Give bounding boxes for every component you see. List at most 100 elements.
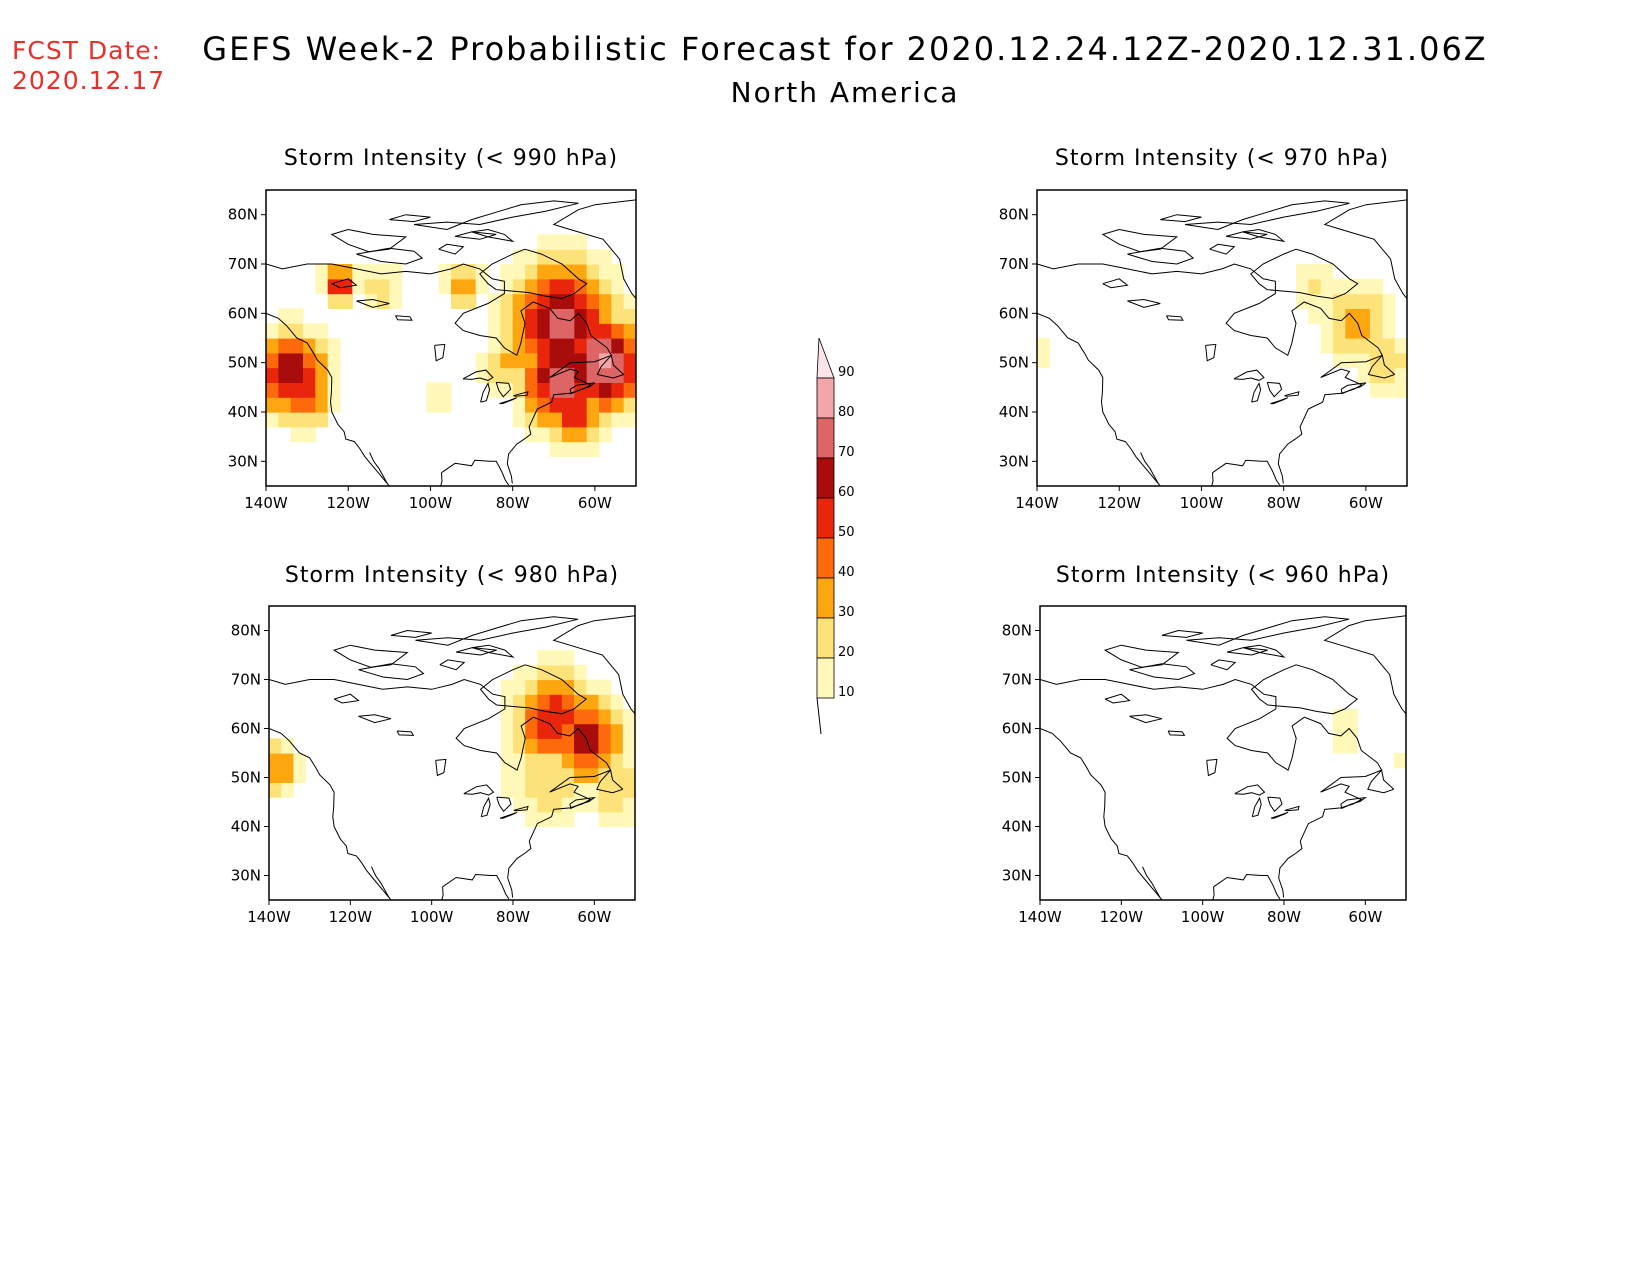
probability-cell bbox=[537, 367, 551, 383]
probability-cell bbox=[623, 382, 636, 398]
probability-cell bbox=[500, 338, 514, 354]
coastline bbox=[1270, 811, 1289, 819]
probability-cell bbox=[549, 293, 563, 309]
probability-cell bbox=[1332, 723, 1346, 739]
probability-cell bbox=[1320, 293, 1334, 309]
probability-cell bbox=[586, 441, 600, 457]
colorbar-label: 20 bbox=[838, 645, 855, 660]
probability-cell bbox=[1393, 753, 1406, 769]
coastline bbox=[441, 886, 444, 900]
probability-cell bbox=[513, 723, 526, 739]
probability-cell bbox=[610, 797, 624, 813]
probability-cell bbox=[549, 753, 563, 769]
probability-cell bbox=[610, 811, 624, 828]
probability-cell bbox=[525, 412, 538, 428]
probability-cell bbox=[537, 811, 551, 828]
lat-label: 30N bbox=[1002, 867, 1032, 885]
colorbar-segment bbox=[816, 657, 835, 699]
probability-cell bbox=[500, 708, 514, 725]
probability-cell bbox=[278, 412, 292, 428]
coastline bbox=[552, 615, 635, 715]
forecast-date-block: FCST Date: 2020.12.17 bbox=[12, 36, 165, 96]
probability-cell bbox=[549, 352, 563, 369]
probability-cell bbox=[1357, 323, 1371, 339]
lat-label: 40N bbox=[231, 818, 261, 836]
probability-cell bbox=[281, 753, 294, 769]
probability-cell bbox=[303, 412, 316, 428]
probability-cell bbox=[1370, 323, 1383, 339]
coastline bbox=[1161, 629, 1203, 638]
probability-cell bbox=[1333, 308, 1346, 324]
coastline bbox=[1104, 693, 1131, 704]
probability-cell bbox=[586, 367, 600, 383]
probability-cell bbox=[549, 426, 563, 443]
probability-cell bbox=[512, 352, 526, 369]
coastline bbox=[389, 214, 431, 223]
lon-label: 120W bbox=[329, 908, 373, 926]
probability-cell bbox=[426, 382, 440, 398]
probability-cell bbox=[623, 397, 636, 413]
coastline bbox=[1167, 730, 1186, 736]
probability-cell bbox=[611, 397, 625, 413]
lon-label: 80W bbox=[1267, 494, 1301, 512]
probability-cell bbox=[611, 382, 625, 398]
probability-cell bbox=[611, 352, 625, 369]
probability-cell bbox=[549, 234, 563, 250]
probability-cell bbox=[513, 797, 526, 813]
probability-cell bbox=[293, 753, 307, 769]
coastline bbox=[1129, 714, 1163, 724]
probability-cell bbox=[281, 782, 294, 798]
probability-cell bbox=[512, 308, 526, 324]
probability-cell bbox=[389, 293, 403, 309]
probability-cell bbox=[549, 694, 563, 710]
coastline bbox=[569, 382, 596, 395]
probability-cell bbox=[1394, 367, 1407, 383]
forecast-date-label: FCST Date: bbox=[12, 36, 162, 65]
coastline bbox=[480, 796, 491, 818]
probability-cell bbox=[574, 397, 588, 413]
probability-cell bbox=[599, 338, 612, 354]
probability-cell bbox=[1382, 352, 1396, 369]
probability-cell bbox=[1345, 293, 1359, 309]
probability-cell bbox=[574, 264, 588, 280]
coastline bbox=[471, 228, 515, 243]
probability-cell bbox=[525, 249, 538, 265]
probability-cell bbox=[488, 308, 501, 324]
probability-cell bbox=[537, 338, 551, 354]
probability-cell bbox=[1370, 352, 1383, 369]
probability-cell bbox=[1357, 308, 1371, 324]
probability-cell bbox=[315, 338, 329, 354]
probability-cell bbox=[290, 397, 304, 413]
probability-cell bbox=[561, 797, 575, 813]
probability-cell bbox=[290, 323, 304, 339]
probability-cell bbox=[352, 264, 366, 280]
lon-label: 60W bbox=[577, 908, 611, 926]
probability-cell bbox=[525, 338, 538, 354]
lon-label: 60W bbox=[578, 494, 612, 512]
coastlines bbox=[1037, 199, 1407, 486]
probability-cell bbox=[266, 382, 279, 398]
coastline bbox=[1213, 873, 1281, 900]
probability-cell bbox=[1345, 338, 1359, 354]
probability-cell bbox=[525, 264, 538, 280]
probability-cell bbox=[426, 397, 440, 413]
probability-cell bbox=[1357, 293, 1371, 309]
probability-cell bbox=[537, 797, 551, 813]
coastline bbox=[463, 784, 495, 796]
probability-cell bbox=[1394, 352, 1407, 369]
probability-cell bbox=[278, 352, 292, 369]
coastline bbox=[480, 382, 491, 403]
coastline bbox=[472, 644, 515, 658]
probability-cell bbox=[278, 338, 292, 354]
probability-cell bbox=[278, 382, 292, 398]
probability-cell bbox=[1357, 352, 1371, 369]
probability-cell bbox=[562, 308, 575, 324]
probability-cell bbox=[1320, 323, 1334, 339]
coastline bbox=[1243, 644, 1286, 658]
probability-cell bbox=[438, 397, 452, 413]
coastline bbox=[1267, 796, 1283, 813]
probability-cell bbox=[562, 234, 575, 250]
probability-cell bbox=[561, 694, 575, 710]
probability-cell bbox=[290, 308, 304, 324]
probability-cell bbox=[611, 293, 625, 309]
